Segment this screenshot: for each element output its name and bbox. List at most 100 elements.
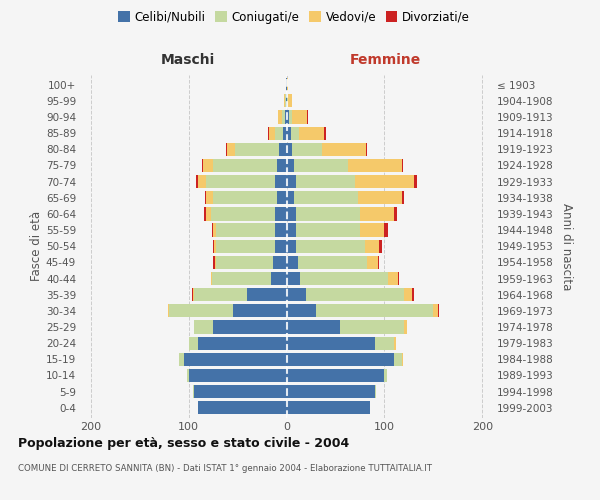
Bar (388, 272, 398, 285)
Bar (307, 110, 308, 124)
Bar (215, 256, 216, 269)
Bar (271, 272, 287, 285)
Text: Maschi: Maschi (161, 53, 215, 67)
Bar (287, 272, 300, 285)
Bar (402, 159, 403, 172)
Bar (299, 126, 323, 140)
Bar (287, 369, 385, 382)
Bar (206, 191, 213, 204)
Bar (404, 320, 407, 334)
Bar (412, 288, 414, 302)
Bar (184, 352, 287, 366)
Bar (204, 208, 206, 220)
Bar (366, 142, 367, 156)
Bar (414, 175, 416, 188)
Bar (287, 320, 340, 334)
Bar (292, 126, 299, 140)
Bar (168, 304, 169, 318)
Bar (275, 208, 287, 220)
Bar (402, 352, 403, 366)
Bar (287, 208, 296, 220)
Bar (216, 224, 275, 236)
Bar (278, 110, 281, 124)
Bar (203, 159, 213, 172)
Bar (275, 175, 287, 188)
Bar (188, 369, 287, 382)
Bar (367, 256, 379, 269)
Bar (194, 288, 247, 302)
Bar (247, 288, 287, 302)
Text: COMUNE DI CERRETO SANNITA (BN) - Dati ISTAT 1° gennaio 2004 - Elaborazione TUTTA: COMUNE DI CERRETO SANNITA (BN) - Dati IS… (18, 464, 432, 473)
Bar (284, 110, 287, 124)
Bar (287, 385, 374, 398)
Bar (300, 272, 388, 285)
Bar (296, 224, 360, 236)
Bar (213, 320, 287, 334)
Bar (287, 78, 289, 92)
Bar (211, 208, 275, 220)
Bar (289, 110, 292, 124)
Bar (187, 369, 188, 382)
Bar (365, 240, 379, 253)
Bar (179, 352, 184, 366)
Bar (348, 159, 402, 172)
Bar (287, 304, 316, 318)
Bar (438, 304, 439, 318)
Bar (358, 191, 402, 204)
Bar (233, 304, 287, 318)
Bar (235, 142, 278, 156)
Bar (287, 110, 289, 124)
Bar (213, 256, 215, 269)
Bar (286, 94, 287, 108)
Bar (287, 352, 394, 366)
Bar (322, 142, 366, 156)
Bar (213, 191, 277, 204)
Bar (211, 272, 212, 285)
Bar (374, 336, 394, 350)
Bar (206, 175, 275, 188)
Bar (296, 240, 365, 253)
Bar (202, 159, 203, 172)
Bar (287, 240, 296, 253)
Bar (214, 240, 216, 253)
Bar (289, 94, 292, 108)
Text: Popolazione per età, sesso e stato civile - 2004: Popolazione per età, sesso e stato civil… (18, 438, 349, 450)
Bar (287, 175, 296, 188)
Bar (298, 256, 367, 269)
Bar (385, 369, 387, 382)
Bar (287, 401, 370, 414)
Bar (196, 175, 199, 188)
Bar (275, 126, 283, 140)
Bar (398, 272, 399, 285)
Bar (306, 288, 404, 302)
Bar (213, 224, 216, 236)
Bar (296, 175, 355, 188)
Text: Femmine: Femmine (350, 53, 421, 67)
Bar (287, 256, 298, 269)
Bar (316, 304, 433, 318)
Bar (340, 320, 404, 334)
Bar (433, 304, 438, 318)
Bar (287, 159, 295, 172)
Bar (283, 126, 287, 140)
Bar (199, 336, 287, 350)
Bar (355, 175, 414, 188)
Bar (402, 191, 404, 204)
Bar (205, 191, 206, 204)
Y-axis label: Fasce di età: Fasce di età (30, 211, 43, 282)
Bar (277, 159, 287, 172)
Bar (193, 385, 194, 398)
Bar (394, 208, 397, 220)
Bar (296, 208, 360, 220)
Bar (227, 142, 235, 156)
Bar (360, 224, 385, 236)
Bar (275, 240, 287, 253)
Bar (281, 110, 284, 124)
Bar (287, 224, 296, 236)
Bar (292, 142, 322, 156)
Bar (212, 272, 271, 285)
Bar (323, 126, 326, 140)
Bar (273, 256, 287, 269)
Bar (394, 352, 402, 366)
Bar (277, 191, 287, 204)
